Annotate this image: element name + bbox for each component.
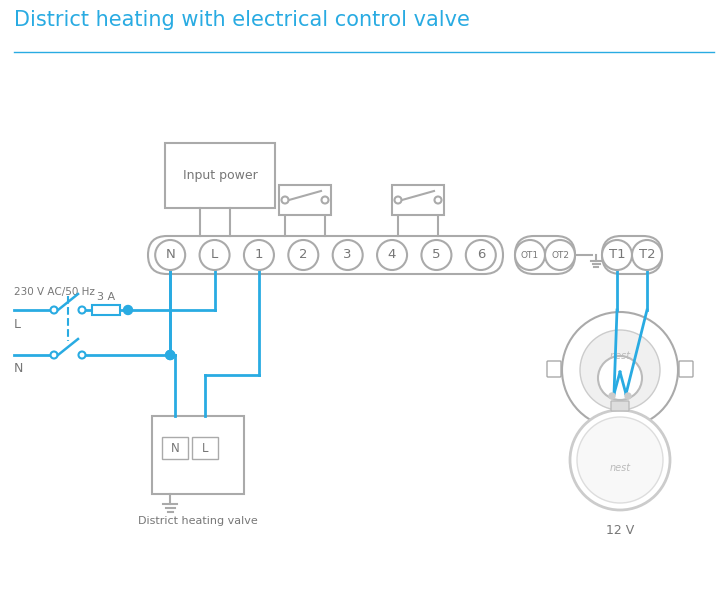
Circle shape [580, 330, 660, 410]
Circle shape [282, 197, 288, 204]
Circle shape [79, 352, 85, 359]
FancyBboxPatch shape [515, 236, 575, 274]
FancyBboxPatch shape [162, 437, 188, 459]
Text: OT1: OT1 [521, 251, 539, 260]
Circle shape [50, 307, 58, 314]
FancyBboxPatch shape [165, 143, 275, 207]
Text: L: L [14, 318, 21, 330]
Circle shape [333, 240, 363, 270]
Circle shape [155, 240, 185, 270]
Circle shape [395, 197, 402, 204]
Circle shape [124, 305, 132, 314]
Text: N: N [14, 362, 23, 375]
Circle shape [244, 240, 274, 270]
FancyBboxPatch shape [392, 185, 444, 215]
Circle shape [322, 197, 328, 204]
FancyBboxPatch shape [148, 236, 503, 274]
Text: N: N [170, 441, 179, 454]
Text: 3: 3 [344, 248, 352, 261]
Circle shape [562, 312, 678, 428]
FancyBboxPatch shape [279, 185, 331, 215]
Text: 3 A: 3 A [97, 292, 115, 302]
Circle shape [545, 240, 575, 270]
FancyBboxPatch shape [602, 236, 662, 274]
FancyBboxPatch shape [611, 401, 629, 411]
Circle shape [570, 410, 670, 510]
Circle shape [515, 240, 545, 270]
Circle shape [466, 240, 496, 270]
Text: OT2: OT2 [551, 251, 569, 260]
Text: nest: nest [609, 463, 630, 473]
Circle shape [602, 240, 632, 270]
FancyBboxPatch shape [547, 361, 561, 377]
FancyBboxPatch shape [92, 305, 120, 315]
Circle shape [577, 417, 663, 503]
Circle shape [422, 240, 451, 270]
FancyBboxPatch shape [152, 416, 244, 494]
Circle shape [632, 240, 662, 270]
Text: District heating valve: District heating valve [138, 516, 258, 526]
Circle shape [199, 240, 229, 270]
Text: District heating with electrical control valve: District heating with electrical control… [14, 10, 470, 30]
Text: 4: 4 [388, 248, 396, 261]
Text: N: N [165, 248, 175, 261]
Text: 6: 6 [477, 248, 485, 261]
Circle shape [625, 393, 631, 399]
Circle shape [377, 240, 407, 270]
Circle shape [598, 356, 642, 400]
Text: 12 V: 12 V [606, 524, 634, 537]
Circle shape [288, 240, 318, 270]
Circle shape [166, 350, 175, 359]
FancyBboxPatch shape [679, 361, 693, 377]
Circle shape [50, 352, 58, 359]
Circle shape [609, 393, 615, 399]
Text: 5: 5 [432, 248, 440, 261]
Circle shape [166, 350, 175, 359]
Text: L: L [211, 248, 218, 261]
Text: Input power: Input power [183, 169, 258, 182]
Text: nest: nest [609, 351, 630, 361]
Text: 2: 2 [299, 248, 307, 261]
Circle shape [79, 307, 85, 314]
Text: 230 V AC/50 Hz: 230 V AC/50 Hz [14, 287, 95, 297]
Text: L: L [202, 441, 208, 454]
Text: 1: 1 [255, 248, 264, 261]
Text: T1: T1 [609, 248, 625, 261]
Circle shape [435, 197, 441, 204]
FancyBboxPatch shape [192, 437, 218, 459]
Text: T2: T2 [638, 248, 655, 261]
